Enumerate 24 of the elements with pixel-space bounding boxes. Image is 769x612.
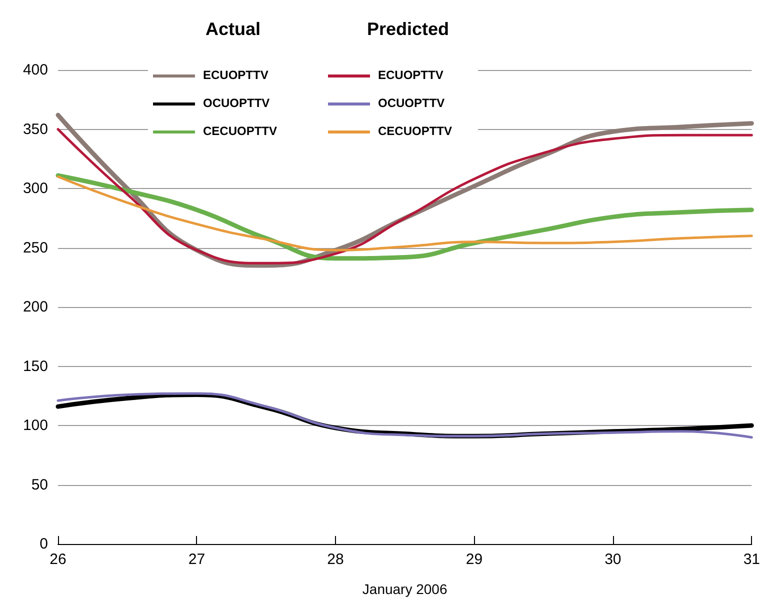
x-tick-label: 31 xyxy=(743,551,760,568)
y-tick-label: 400 xyxy=(22,62,48,78)
legend-label: ECUOPTTV xyxy=(203,68,268,82)
x-tick-label: 26 xyxy=(50,551,66,568)
y-tick-label: 200 xyxy=(22,298,48,316)
legend-label: ECUOPTTV xyxy=(378,68,444,82)
text: Actual xyxy=(205,19,261,39)
text: Predicted xyxy=(366,19,450,39)
legend-label: OCUOPTTV xyxy=(203,96,270,110)
y-tick-label: 350 xyxy=(22,120,48,138)
x-tick-label: 30 xyxy=(604,551,622,568)
x-tick-label: 28 xyxy=(327,551,344,568)
y-tick-label: 100 xyxy=(22,417,48,434)
y-tick-label: 300 xyxy=(22,180,48,197)
x-axis-title: January 2006 xyxy=(362,581,448,597)
legend-label: CECUOPTTV xyxy=(378,124,452,138)
x-tick-label: 29 xyxy=(466,551,483,568)
x-tick-label: 27 xyxy=(188,551,206,568)
y-tick-label: 150 xyxy=(22,358,48,375)
legend-label: CECUOPTTV xyxy=(203,124,278,138)
legend-label: OCUOPTTV xyxy=(378,96,445,110)
y-tick-label: 0 xyxy=(40,536,48,552)
y-tick-label: 250 xyxy=(22,239,48,256)
y-tick-label: 50 xyxy=(31,476,48,494)
